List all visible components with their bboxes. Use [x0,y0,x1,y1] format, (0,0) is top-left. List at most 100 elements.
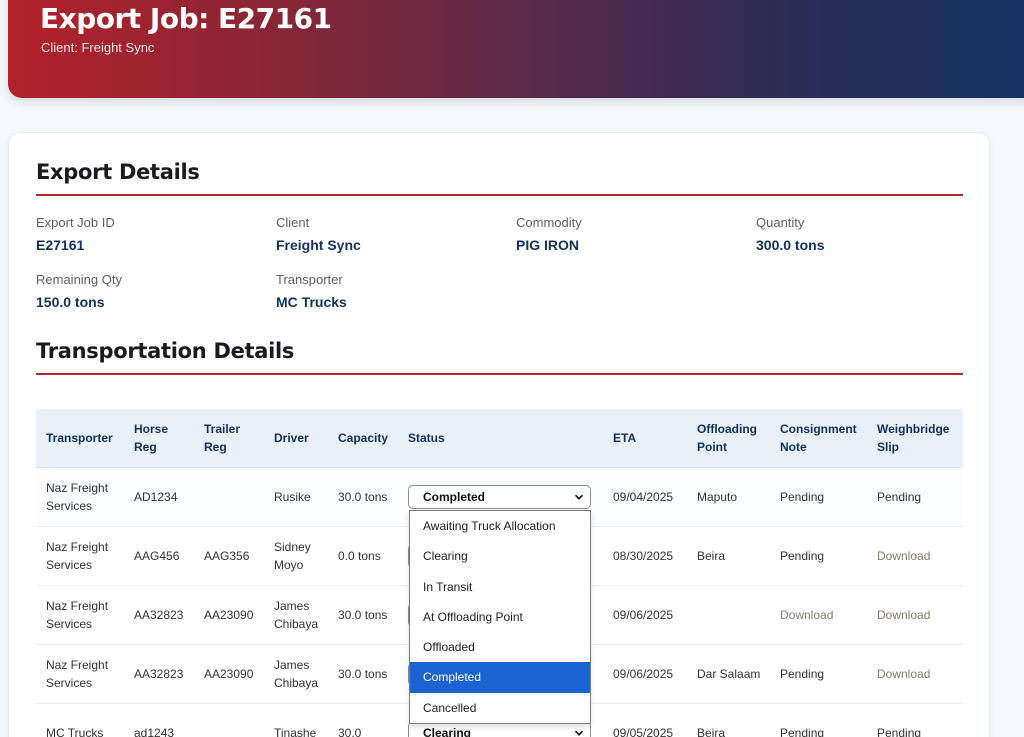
status-dropdown-menu: Awaiting Truck Allocation Clearing In Tr… [409,510,591,725]
col-transporter[interactable]: Transporter [36,409,124,468]
col-horse-reg[interactable]: Horse Reg [124,409,194,468]
col-eta[interactable]: ETA [603,409,687,468]
cell-capacity: 0.0 tons [328,526,398,586]
section-divider [36,373,963,375]
cell-horse-reg: AA32823 [124,644,194,704]
client-subtitle: Client: Freight Sync [41,40,155,55]
status-option-completed[interactable]: Completed [410,662,590,693]
cell-capacity: 30.0 tons [328,585,398,645]
cell-consignment-note: Download [770,585,867,645]
cell-transporter: Naz Freight Services [36,644,124,704]
details-card: Export Details Export Job ID E27161 Clie… [8,132,990,737]
field-value: 150.0 tons [36,294,105,310]
page-title: Export Job: E27161 [40,2,332,35]
cell-transporter: MC Trucks [36,703,124,737]
col-weighbridge-slip[interactable]: Weighbridge Slip [867,409,963,468]
col-capacity[interactable]: Capacity [328,409,398,468]
weighbridge-download-link[interactable]: Download [877,548,931,563]
cell-offloading-point [687,585,770,645]
status-option-awaiting-truck-allocation[interactable]: Awaiting Truck Allocation [423,519,556,533]
field-transporter: Transporter MC Trucks [276,272,506,310]
cell-transporter: Naz Freight Services [36,467,124,527]
field-remaining-qty: Remaining Qty 150.0 tons [36,272,266,310]
field-client: Client Freight Sync [276,215,506,253]
cell-driver: Rusike [264,467,328,527]
cell-consignment-note: Pending [770,644,867,704]
field-label: Client [276,215,310,230]
cell-eta: 09/05/2025 [603,703,687,737]
chevron-down-icon [574,494,584,500]
cell-offloading-point: Beira [687,526,770,586]
field-value: PIG IRON [516,237,580,253]
chevron-down-icon [574,730,584,736]
cell-trailer-reg [194,703,264,737]
cell-weighbridge-slip: Pending [867,703,963,737]
cell-offloading-point: Beira [687,703,770,737]
cell-driver: Tinashe [264,703,328,737]
cell-weighbridge-slip: Download [867,585,963,645]
col-offloading-point[interactable]: Offloading Point [687,409,770,468]
cell-consignment-note: Pending [770,703,867,737]
export-details-heading: Export Details [36,160,200,184]
col-trailer-reg[interactable]: Trailer Reg [194,409,264,468]
consignment-download-link[interactable]: Download [780,607,834,622]
cell-transporter: Naz Freight Services [36,526,124,586]
cell-consignment-note: Pending [770,526,867,586]
cell-capacity: 30.0 [328,703,398,737]
cell-capacity: 30.0 tons [328,467,398,527]
status-option-cancelled[interactable]: Cancelled [423,700,477,715]
cell-horse-reg: AAG456 [124,526,194,586]
cell-driver: James Chibaya [264,644,328,704]
cell-driver: James Chibaya [264,585,328,645]
transportation-details-heading: Transportation Details [36,339,295,363]
cell-offloading-point: Maputo [687,467,770,527]
status-option-at-offloading-point[interactable]: At Offloading Point [423,609,523,624]
field-value: Freight Sync [276,237,361,253]
status-select-value: Clearing [423,725,472,737]
field-commodity: Commodity PIG IRON [516,215,746,253]
col-status[interactable]: Status [398,409,603,468]
cell-horse-reg: AA32823 [124,585,194,645]
transportation-table: Transporter Horse Reg Trailer Reg Driver… [36,409,963,737]
cell-transporter: Naz Freight Services [36,585,124,645]
table-header-row: Transporter Horse Reg Trailer Reg Driver… [36,409,963,468]
cell-capacity: 30.0 tons [328,644,398,704]
section-divider [36,194,963,196]
cell-weighbridge-slip: Download [867,526,963,586]
status-option-offloaded[interactable]: Offloaded [423,640,475,655]
cell-eta: 09/06/2025 [603,585,687,645]
cell-weighbridge-slip: Download [867,644,963,704]
cell-consignment-note: Pending [770,467,867,527]
field-label: Transporter [276,272,343,287]
weighbridge-download-link[interactable]: Download [877,666,931,681]
cell-eta: 09/04/2025 [603,467,687,527]
weighbridge-download-link[interactable]: Download [877,607,931,622]
field-label: Commodity [516,215,582,230]
status-option-in-transit[interactable]: In Transit [423,579,473,594]
field-value: MC Trucks [276,294,347,310]
field-value: 300.0 tons [756,237,825,253]
job-header-banner: Export Job: E27161 Client: Freight Sync [8,0,1024,98]
cell-eta: 08/30/2025 [603,526,687,586]
field-export-job-id: Export Job ID E27161 [36,215,266,253]
cell-offloading-point: Dar Salaam [687,644,770,704]
cell-trailer-reg: AA23090 [194,585,264,645]
status-select[interactable]: Completed [408,484,591,509]
status-select-value: Completed [423,489,486,504]
cell-weighbridge-slip: Pending [867,467,963,527]
cell-horse-reg: ad1243 [124,703,194,737]
status-option-clearing[interactable]: Clearing [423,549,468,564]
cell-trailer-reg [194,467,264,527]
cell-horse-reg: AD1234 [124,467,194,527]
field-quantity: Quantity 300.0 tons [756,215,986,253]
cell-eta: 09/06/2025 [603,644,687,704]
col-driver[interactable]: Driver [264,409,328,468]
field-label: Remaining Qty [36,272,122,287]
table-row: Naz Freight Services AD1234 Rusike 30.0 … [36,467,963,527]
field-label: Quantity [756,215,805,230]
cell-trailer-reg: AAG356 [194,526,264,586]
field-value: E27161 [36,237,85,253]
field-label: Export Job ID [36,215,115,230]
col-consignment-note[interactable]: Consignment Note [770,409,867,468]
cell-trailer-reg: AA23090 [194,644,264,704]
